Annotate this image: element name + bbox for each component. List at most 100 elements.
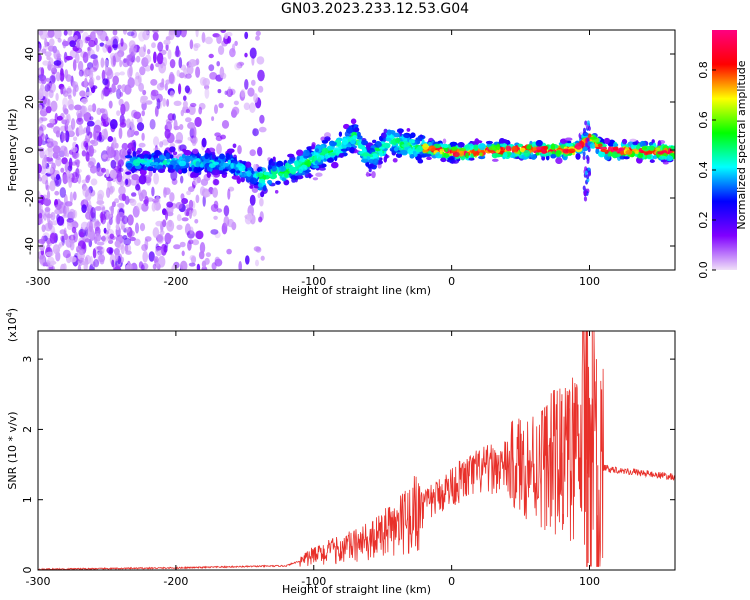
noise-blob [73, 136, 78, 142]
noise-blob [217, 89, 222, 94]
noise-blob [101, 128, 108, 140]
noise-blob [110, 159, 117, 169]
ridge-blob [193, 166, 201, 174]
noise-blob [129, 236, 136, 242]
ridge-blob [657, 151, 664, 155]
ridge-blob [382, 142, 391, 149]
noise-blob [116, 52, 122, 61]
noise-blob [53, 30, 62, 40]
ridge-blob [587, 147, 591, 153]
ridge-blob [458, 150, 465, 157]
ridge-blob [131, 166, 136, 174]
noise-blob [116, 203, 125, 208]
ridge-blob [246, 170, 252, 177]
noise-blob [195, 194, 200, 204]
x-tick-label: -200 [163, 575, 188, 588]
noise-blob [74, 104, 82, 111]
noise-blob [49, 75, 56, 84]
noise-blob [121, 193, 127, 202]
noise-blob [46, 77, 50, 82]
noise-blob [60, 167, 65, 173]
ridge-blob [169, 154, 174, 159]
noise-blob [49, 180, 56, 192]
noise-blob [38, 87, 44, 100]
noise-blob [113, 266, 122, 270]
noise-blob [196, 176, 201, 184]
ridge-blob [275, 190, 279, 194]
colorbar-label: Normalized spectral amplitude [735, 60, 748, 229]
noise-blob [84, 198, 87, 206]
ridge-blob [403, 132, 411, 139]
ridge-blob [443, 143, 448, 148]
noise-blob [69, 191, 73, 204]
noise-blob [38, 30, 44, 36]
noise-blob [45, 251, 54, 257]
noise-blob [38, 126, 44, 138]
noise-blob [116, 213, 121, 226]
colorbar-tick-label: 0.8 [697, 61, 710, 79]
noise-blob [61, 119, 68, 125]
noise-blob [187, 136, 192, 141]
noise-blob [65, 130, 70, 143]
noise-blob [115, 251, 119, 262]
ridge-blob [249, 177, 258, 185]
ridge-blob [369, 164, 373, 168]
ridge-blob [308, 173, 312, 179]
noise-blob [176, 224, 183, 230]
noise-blob [38, 47, 41, 55]
x-tick-label: 0 [448, 275, 455, 288]
ridge-blob [550, 143, 556, 151]
noise-blob [109, 169, 117, 179]
ridge-blob [332, 141, 337, 146]
ridge-blob [505, 145, 512, 152]
ridge-blob [428, 142, 433, 147]
noise-blob [44, 84, 51, 92]
noise-blob [155, 220, 164, 227]
noise-blob [127, 214, 134, 226]
ridge-blob [150, 157, 154, 161]
ridge-blob [190, 172, 196, 178]
ridge-blob [188, 167, 192, 172]
y-tick-label: -40 [23, 237, 36, 255]
ridge-blob [300, 164, 308, 171]
x-axis-label: Height of straight line (km) [282, 284, 431, 297]
noise-blob [181, 250, 185, 257]
noise-blob [79, 231, 85, 238]
noise-blob [83, 263, 88, 270]
noise-blob [118, 185, 126, 196]
ridge-blob [267, 180, 273, 185]
noise-blob [213, 215, 218, 220]
noise-blob [89, 31, 96, 42]
ridge-blob [271, 174, 277, 179]
noise-blob [180, 175, 184, 184]
noise-blob [82, 228, 87, 234]
ridge-blob [158, 154, 165, 160]
noise-blob [81, 105, 88, 114]
noise-blob [100, 213, 107, 225]
noise-blob [38, 136, 43, 147]
noise-blob [69, 173, 73, 179]
ridge-blob [350, 118, 357, 125]
noise-blob [161, 139, 169, 146]
y-tick-label: 3 [21, 356, 34, 363]
ridge-blob [447, 157, 455, 161]
noise-blob [153, 136, 160, 147]
ridge-blob [657, 140, 662, 147]
noise-blob [176, 69, 181, 77]
snr-panel: -300 -200 -100 0 100 0 1 2 3 Height of straight l… [5, 308, 676, 596]
noise-blob [124, 84, 132, 95]
ridge-blob [665, 155, 674, 162]
noise-blob [64, 201, 73, 207]
ridge-blob [263, 171, 270, 176]
noise-blob [102, 154, 109, 160]
noise-blob [216, 34, 222, 44]
noise-blob [47, 212, 51, 225]
noise-blob [139, 97, 147, 104]
noise-blob [111, 83, 116, 93]
ridge-blob [321, 147, 329, 155]
ridge-blob [272, 156, 276, 162]
noise-blob [91, 140, 99, 147]
noise-blob [184, 85, 190, 94]
ridge-blob [629, 138, 637, 142]
noise-blob [46, 256, 55, 268]
